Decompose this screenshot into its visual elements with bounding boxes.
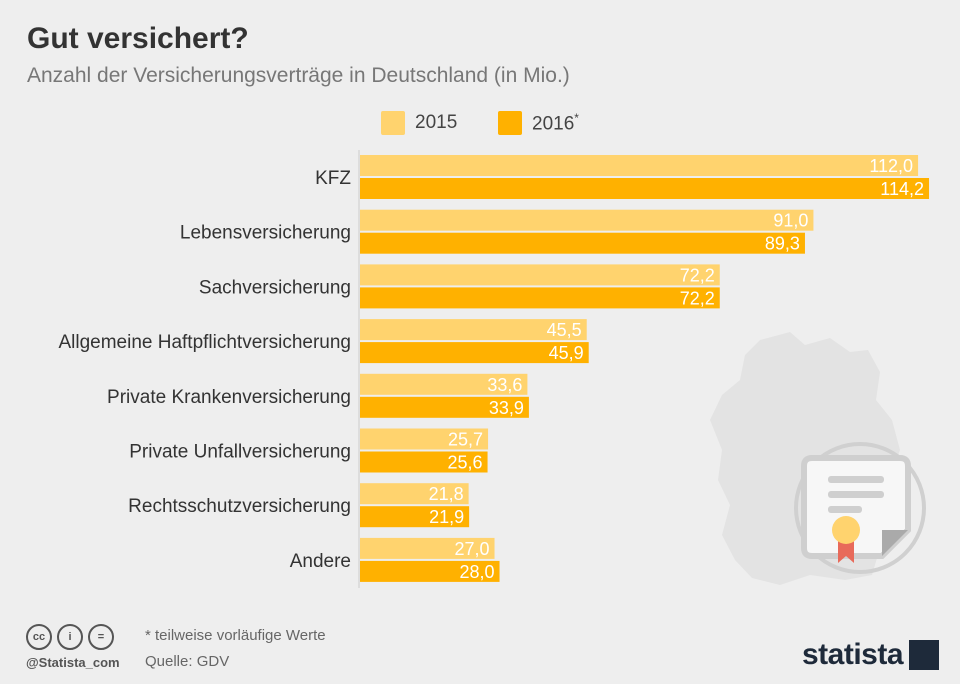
footnote: * teilweise vorläufige Werte <box>145 627 326 644</box>
value-label: 25,7 <box>448 430 483 450</box>
value-label: 112,0 <box>869 156 913 176</box>
value-label: 21,9 <box>429 507 464 527</box>
bar-2015-2 <box>360 264 720 286</box>
category-label: Rechtsschutzversicherung <box>128 496 351 517</box>
value-label: 45,9 <box>549 343 584 363</box>
cc-icon: cc <box>26 624 52 650</box>
legend-label-2016: 2016* <box>532 111 579 135</box>
no-derivatives-icon: = <box>88 624 114 650</box>
category-label: Private Unfallversicherung <box>129 442 351 463</box>
bar-2015-1 <box>360 209 814 231</box>
legend-swatch-2016 <box>498 111 522 136</box>
bar-2016-2 <box>360 287 720 309</box>
bar-2015-4 <box>360 373 528 395</box>
category-label: Allgemeine Haftpflichtversicherung <box>58 332 351 353</box>
brand-mark-icon <box>909 640 940 670</box>
bar-2016-1 <box>360 232 805 254</box>
certificate-icon <box>794 442 926 574</box>
value-label: 21,8 <box>429 484 464 504</box>
value-label: 72,2 <box>680 265 715 285</box>
chart-subtitle: Anzahl der Versicherungsverträge in Deut… <box>27 64 570 87</box>
attribution-icon: i <box>57 624 83 650</box>
bar-2015-6 <box>360 483 469 505</box>
value-label: 28,0 <box>459 562 494 582</box>
chart-title: Gut versichert? <box>27 22 249 55</box>
legend-label-2015: 2015 <box>415 112 458 133</box>
category-label: KFZ <box>315 168 351 189</box>
bar-2016-4 <box>360 396 529 418</box>
value-label: 27,0 <box>454 539 489 559</box>
value-label: 89,3 <box>765 234 800 254</box>
value-label: 72,2 <box>680 288 715 308</box>
category-label: Lebensversicherung <box>180 223 351 244</box>
brand-text: statista <box>802 638 904 671</box>
value-label: 114,2 <box>880 179 924 199</box>
value-label: 25,6 <box>448 453 483 473</box>
value-label: 45,5 <box>547 320 582 340</box>
category-label: Sachversicherung <box>199 277 351 298</box>
value-label: 33,9 <box>489 398 524 418</box>
bar-2015-7 <box>360 537 495 559</box>
value-label: 91,0 <box>773 211 808 231</box>
statista-handle: @Statista_com <box>26 655 120 670</box>
bar-2016-6 <box>360 506 470 528</box>
bar-2016-5 <box>360 451 488 473</box>
bar-2015-0 <box>360 155 919 176</box>
license-icons: cc i = <box>26 624 114 650</box>
bar-2016-0 <box>360 178 930 199</box>
bar-2016-3 <box>360 342 589 364</box>
bar-2015-5 <box>360 428 489 450</box>
legend-swatch-2015 <box>381 111 405 135</box>
category-label: Andere <box>290 551 351 572</box>
legend-item-2016: 2016* <box>498 111 579 136</box>
statista-logo: statista <box>802 638 940 672</box>
bar-2015-3 <box>360 319 587 341</box>
value-label: 33,6 <box>487 375 522 395</box>
legend-item-2015: 2015 <box>381 111 457 135</box>
source-note: Quelle: GDV <box>145 653 230 670</box>
category-label: Private Krankenversicherung <box>107 387 351 408</box>
bar-2016-7 <box>360 560 500 582</box>
